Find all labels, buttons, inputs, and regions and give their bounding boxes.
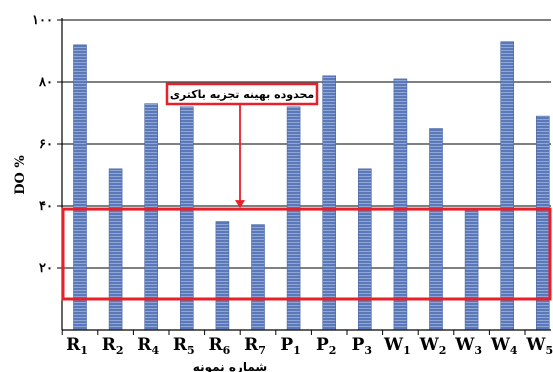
x-tick-label: P1 [280, 335, 300, 357]
y-axis-label: DO % [13, 155, 28, 195]
x-tick-subscript: 4 [151, 344, 159, 357]
x-tick-label: R6 [209, 335, 231, 357]
x-tick-label: R1 [66, 335, 88, 357]
x-tick-subscript: 1 [403, 344, 411, 357]
bar [180, 106, 194, 331]
x-tick-subscript: 3 [474, 344, 482, 357]
x-tick-subscript: 3 [364, 344, 372, 357]
y-tick-label: ۴۰ [39, 199, 53, 214]
x-tick-subscript: 5 [546, 344, 553, 357]
x-tick-label: R7 [244, 335, 266, 357]
x-tick-label: W2 [419, 335, 447, 357]
x-tick-subscript: 2 [439, 344, 447, 357]
bar [500, 41, 515, 331]
axis-labels: DO % شماره نمونه [13, 155, 267, 372]
x-tick-subscript: 2 [329, 344, 337, 357]
x-tick-subscript: 2 [116, 344, 124, 357]
annotation-arrow-head [235, 200, 245, 209]
x-tick-base: W [383, 335, 404, 355]
x-tick-base: W [454, 335, 475, 355]
x-tick-label: R2 [102, 335, 124, 357]
x-tick-label: P2 [316, 335, 336, 357]
optimal-range-label-box [165, 82, 319, 106]
bar [251, 224, 265, 331]
x-tick-subscript: 6 [223, 344, 231, 357]
bar [108, 168, 123, 331]
y-tick-label: ۸۰ [38, 75, 53, 90]
optimal-range-box [61, 207, 552, 301]
x-tick-base: P [280, 335, 293, 355]
x-tick-base: W [490, 335, 511, 355]
y-tick-label: ۱۰۰ [32, 13, 53, 28]
x-tick-base: P [352, 335, 365, 355]
x-axis-label: شماره نمونه [193, 360, 267, 372]
x-tick-base: R [66, 335, 81, 355]
x-tick-base: R [244, 335, 259, 355]
x-tick-base: R [102, 335, 117, 355]
x-tick-subscript: 1 [293, 344, 301, 357]
bar [286, 106, 301, 331]
x-tick-base: R [173, 335, 188, 355]
x-tick-label: R5 [173, 335, 195, 357]
x-tick-base: R [137, 335, 152, 355]
bar [322, 75, 337, 331]
y-tick-label: ۲۰ [39, 261, 53, 276]
optimal-range-label: محدوده بهینه تجزیه باکتری [170, 88, 314, 101]
x-tick-label: W3 [454, 335, 482, 357]
optimal-range-annotation: محدوده بهینه تجزیه باکتری [61, 82, 552, 301]
x-tick-label: W1 [383, 335, 411, 357]
x-tick-label: R4 [137, 335, 159, 357]
x-tick-subscript: 5 [187, 344, 195, 357]
bar [144, 103, 158, 331]
x-tick-base: W [525, 335, 546, 355]
x-tick-subscript: 4 [510, 344, 518, 357]
bar [393, 78, 408, 331]
x-tick-base: R [209, 335, 224, 355]
bar [464, 208, 479, 331]
x-tick-subscript: 7 [258, 344, 266, 357]
bar [357, 168, 372, 331]
bar [73, 44, 87, 331]
x-tick-label: P3 [352, 335, 372, 357]
x-tick-base: W [419, 335, 440, 355]
x-tick-label: W4 [490, 335, 518, 357]
x-tick-subscript: 1 [80, 344, 88, 357]
x-tick-base: P [316, 335, 329, 355]
bar [215, 221, 230, 331]
x-tick-label: W5 [525, 335, 553, 357]
y-tick-label: ۶۰ [39, 137, 53, 152]
